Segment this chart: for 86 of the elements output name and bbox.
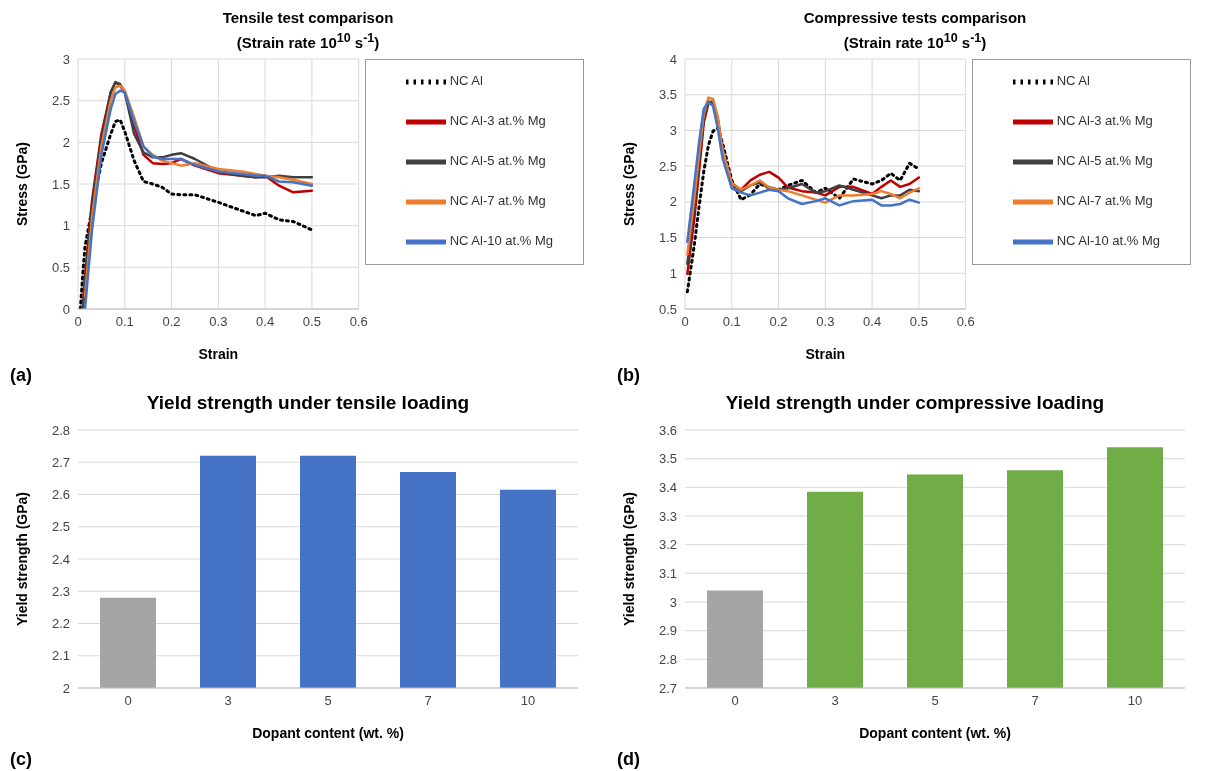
- x-tick-label: 0.2: [162, 314, 181, 330]
- x-tick-label: 0.5: [302, 314, 321, 330]
- x-axis-title: Dopant content (wt. %): [859, 724, 1011, 741]
- y-tick-label: 0.5: [658, 301, 677, 317]
- x-tick-label: 0.4: [256, 314, 275, 330]
- legend-label: NC Al-5 at.% Mg: [449, 153, 546, 169]
- y-tick-label: 4: [669, 51, 677, 67]
- y-tick-label: 2.8: [51, 422, 70, 438]
- legend-label: NC Al-10 at.% Mg: [1056, 233, 1160, 249]
- y-tick-label: 2.8: [658, 651, 677, 667]
- y-tick-label: 0: [62, 301, 70, 317]
- y-axis-title: Stress (GPa): [620, 141, 637, 227]
- y-tick-label: 3.2: [658, 537, 677, 553]
- x-tick-label: 0: [124, 693, 132, 709]
- y-tick-label: 2.5: [658, 158, 677, 174]
- x-tick-label: 5: [324, 693, 332, 709]
- legend-label: NC Al-5 at.% Mg: [1056, 153, 1153, 169]
- y-tick-label: 2: [62, 134, 70, 150]
- x-tick-label: 0: [681, 314, 689, 330]
- y-tick-label: 3: [669, 594, 677, 610]
- x-tick-label: 0: [74, 314, 82, 330]
- y-tick-label: 3.5: [658, 87, 677, 103]
- y-axis-title: Stress (GPa): [13, 141, 30, 227]
- x-tick-label: 0: [731, 693, 739, 709]
- y-tick-label: 2.9: [658, 623, 677, 639]
- y-tick-label: 2.7: [658, 680, 677, 696]
- y-tick-label: 2.3: [51, 583, 70, 599]
- y-tick-label: 1.5: [51, 176, 70, 192]
- y-tick-label: 2.1: [51, 648, 70, 664]
- text: (d): [617, 749, 640, 770]
- chart-subtitle: (Strain rate 10$^{10}$ s$^{-1}$): [235, 30, 381, 53]
- y-tick-label: 1: [62, 218, 70, 234]
- x-tick-label: 0.6: [956, 314, 975, 330]
- y-tick-label: 0.5: [51, 259, 70, 275]
- x-axis-title: Strain: [805, 345, 846, 362]
- y-tick-label: 3.3: [658, 508, 677, 524]
- x-tick-label: 7: [424, 693, 432, 709]
- y-tick-label: 3: [62, 51, 70, 67]
- legend-label: NC Al-7 at.% Mg: [1056, 193, 1153, 209]
- chart-title: Yield strength under compressive loading: [724, 391, 1106, 415]
- x-tick-label: 3: [831, 693, 839, 709]
- text: (a): [10, 365, 32, 386]
- text: (c): [10, 749, 32, 770]
- y-tick-label: 2.4: [51, 551, 70, 567]
- y-axis-title: Yield strength (GPa): [620, 491, 637, 627]
- x-axis-title: Dopant content (wt. %): [252, 724, 404, 741]
- x-tick-label: 0.5: [909, 314, 928, 330]
- x-tick-label: 5: [931, 693, 939, 709]
- x-tick-label: 10: [1127, 693, 1143, 709]
- chart-subtitle: (Strain rate 10$^{10}$ s$^{-1}$): [842, 30, 988, 53]
- x-tick-label: 0.6: [349, 314, 368, 330]
- y-tick-label: 2: [669, 194, 677, 210]
- y-tick-label: 2.7: [51, 454, 70, 470]
- y-tick-label: 3.4: [658, 479, 677, 495]
- y-tick-label: 2.5: [51, 519, 70, 535]
- x-tick-label: 0.3: [816, 314, 835, 330]
- legend-label: NC Al-3 at.% Mg: [1056, 113, 1153, 129]
- legend-label: NC Al: [1056, 73, 1090, 89]
- x-tick-label: 3: [224, 693, 232, 709]
- y-tick-label: 3.5: [658, 451, 677, 467]
- x-tick-label: 0.4: [863, 314, 882, 330]
- chart-title: Tensile test comparison: [221, 8, 395, 28]
- legend-label: NC Al-7 at.% Mg: [449, 193, 546, 209]
- x-tick-label: 10: [520, 693, 536, 709]
- x-tick-label: 0.3: [209, 314, 228, 330]
- text: (b): [617, 365, 640, 386]
- legend-label: NC Al-10 at.% Mg: [449, 233, 553, 249]
- y-tick-label: 3.1: [658, 565, 677, 581]
- y-tick-label: 3.6: [658, 422, 677, 438]
- y-axis-title: Yield strength (GPa): [13, 491, 30, 627]
- y-tick-label: 2.6: [51, 487, 70, 503]
- y-tick-label: 1.5: [658, 230, 677, 246]
- x-tick-label: 0.1: [722, 314, 741, 330]
- x-tick-label: 0.2: [769, 314, 788, 330]
- x-axis-title: Strain: [198, 345, 239, 362]
- y-tick-label: 1: [669, 265, 677, 281]
- legend-label: NC Al: [449, 73, 483, 89]
- x-tick-label: 7: [1031, 693, 1039, 709]
- chart-title: Yield strength under tensile loading: [145, 391, 471, 415]
- y-tick-label: 3: [669, 123, 677, 139]
- legend-label: NC Al-3 at.% Mg: [449, 113, 546, 129]
- chart-title: Compressive tests comparison: [802, 8, 1028, 28]
- y-tick-label: 2.2: [51, 616, 70, 632]
- y-tick-label: 2.5: [51, 93, 70, 109]
- x-tick-label: 0.1: [115, 314, 134, 330]
- y-tick-label: 2: [62, 680, 70, 696]
